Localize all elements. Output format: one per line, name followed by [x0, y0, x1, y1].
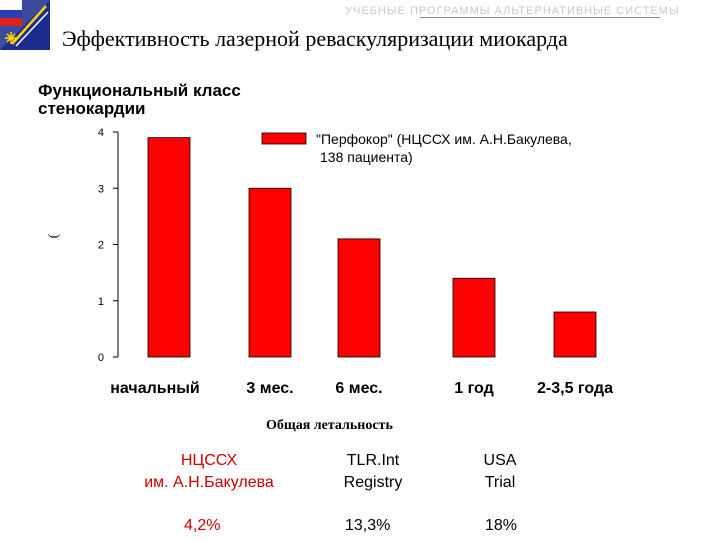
chart-title-line-1: Функциональный класс [38, 81, 241, 100]
chart-title: Функциональный класс стенокардии [38, 82, 241, 118]
mortality-col-1-value: 4,2% [184, 517, 221, 534]
y-tick-label: 2 [98, 240, 104, 252]
y-tick-label: 3 [98, 183, 104, 195]
mortality-col-3-value: 18% [485, 517, 518, 534]
mortality-col-1-line-2: им. А.Н.Бакулева [144, 474, 274, 491]
mortality-col-3-name: USA Trial [470, 450, 530, 494]
y-tick-label: 1 [98, 296, 104, 308]
mortality-col-1-line-1: НЦССХ [180, 452, 238, 469]
legend-swatch [261, 132, 307, 145]
page-title: Эффективность лазерной реваскуляризации … [62, 26, 568, 51]
chart-title-line-2: стенокардии [38, 99, 146, 118]
x-tick-label: 2-3,5 года [537, 380, 613, 397]
bar-chart: 0 1 2 3 4 начальный 3 мес. 6 мес. 1 год 2-3,5 год… [98, 127, 613, 397]
bar [452, 277, 496, 358]
bar [248, 187, 292, 358]
org-logo [0, 0, 50, 50]
mortality-col-2-name: TLR.Int Registry [328, 450, 418, 494]
mortality-col-3-line-1: USA [483, 452, 517, 469]
legend-label-line-1: "Перфокор" (НЦССХ им. А.Н.Бакулева, [316, 131, 572, 147]
x-tick-label: 3 мес. [246, 380, 293, 397]
mortality-col-3-line-2: Trial [484, 474, 516, 491]
y-tick-label: 0 [98, 352, 104, 364]
header-divider [420, 17, 660, 18]
bar [337, 238, 381, 358]
x-tick-label: начальный [110, 380, 200, 397]
y-tick-label: 4 [98, 127, 104, 139]
mortality-col-2-line-1: TLR.Int [346, 452, 400, 469]
mortality-title: Общая летальность [266, 418, 393, 433]
bar [147, 137, 191, 358]
legend-label-line-2: 138 пациента) [320, 149, 413, 165]
mortality-col-2-line-2: Registry [343, 474, 403, 491]
mortality-col-1-name: НЦССХ им. А.Н.Бакулева [131, 450, 287, 494]
mortality-col-2-value: 13,3% [345, 517, 391, 534]
header-faded-text: УЧЕБНЫЕ ПРОГРАММЫ АЛЬТЕРНАТИВНЫЕ СИСТЕМЫ [345, 5, 680, 17]
x-tick-label: 1 год [454, 380, 494, 397]
x-tick-label: 6 мес. [335, 380, 382, 397]
bar [553, 311, 597, 358]
